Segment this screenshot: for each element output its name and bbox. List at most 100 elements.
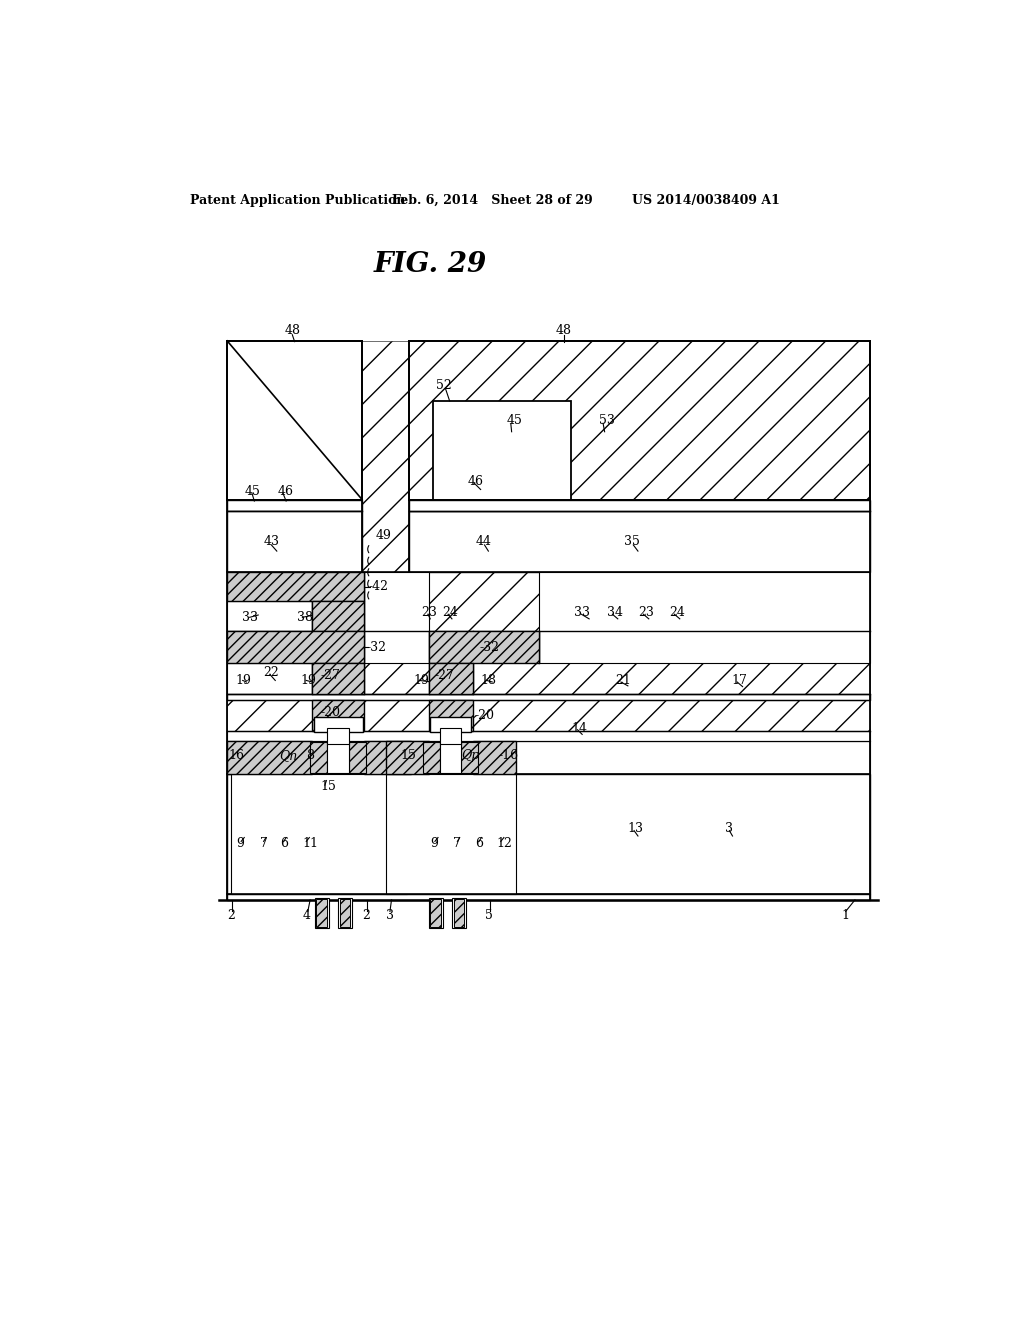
Bar [227, 341, 362, 499]
Bar [365, 572, 429, 663]
Text: 13: 13 [628, 822, 644, 834]
Bar [227, 601, 312, 631]
Bar [409, 499, 870, 511]
Text: 12: 12 [496, 837, 512, 850]
Text: 7: 7 [260, 837, 267, 850]
Text: 14: 14 [571, 722, 588, 735]
Text: 7: 7 [454, 837, 462, 850]
Bar [227, 499, 362, 511]
Text: 33: 33 [573, 606, 590, 619]
Bar [310, 742, 328, 774]
Bar [439, 729, 461, 743]
Bar [439, 742, 461, 774]
Text: 15: 15 [400, 748, 417, 762]
Text: 23: 23 [638, 606, 654, 619]
Bar [312, 601, 365, 631]
Text: -32: -32 [367, 640, 387, 653]
Text: 34: 34 [607, 606, 623, 619]
Text: 38: 38 [297, 611, 313, 624]
Bar [328, 742, 349, 774]
Bar [227, 663, 312, 693]
Text: 45: 45 [245, 486, 260, 499]
Bar [386, 741, 429, 775]
Text: 45: 45 [506, 413, 522, 426]
Text: 19: 19 [234, 675, 251, 686]
Bar [430, 717, 471, 733]
Text: Feb. 6, 2014   Sheet 28 of 29: Feb. 6, 2014 Sheet 28 of 29 [391, 194, 592, 207]
Bar [227, 894, 870, 900]
Bar [452, 898, 466, 928]
Text: 46: 46 [467, 475, 483, 488]
Bar [409, 341, 870, 499]
Text: 43: 43 [263, 536, 280, 548]
Text: -32: -32 [479, 640, 499, 653]
Text: 2: 2 [227, 908, 236, 921]
Bar [227, 730, 870, 741]
Text: 16: 16 [228, 748, 245, 762]
Bar [386, 775, 515, 894]
Text: 11: 11 [302, 837, 318, 850]
Bar [429, 898, 442, 928]
Text: FIG. 29: FIG. 29 [374, 251, 486, 279]
Text: 15: 15 [321, 780, 336, 793]
Bar [429, 700, 473, 730]
Text: 21: 21 [614, 675, 631, 686]
Text: 24: 24 [442, 606, 458, 619]
Text: 3: 3 [725, 822, 733, 834]
Text: 9: 9 [430, 837, 438, 850]
Bar [227, 631, 365, 663]
Text: 1: 1 [841, 908, 849, 921]
Text: 2: 2 [362, 908, 370, 921]
Text: 6: 6 [280, 837, 288, 850]
Text: -42: -42 [369, 579, 388, 593]
Bar [314, 898, 329, 928]
Text: 6: 6 [475, 837, 483, 850]
Bar [349, 742, 366, 774]
Text: 19: 19 [300, 675, 316, 686]
Text: -27: -27 [321, 669, 340, 682]
Bar [473, 741, 515, 775]
Bar [539, 572, 870, 663]
Bar [454, 899, 464, 927]
Text: Qn: Qn [280, 748, 297, 762]
Text: -16: -16 [499, 748, 518, 762]
Text: 4: 4 [302, 908, 310, 921]
Text: 49: 49 [376, 529, 392, 543]
Text: 22: 22 [263, 667, 280, 680]
Text: 3: 3 [386, 908, 394, 921]
Text: 48: 48 [556, 325, 571, 338]
Text: 44: 44 [475, 536, 492, 548]
Text: 24: 24 [669, 606, 685, 619]
Bar [430, 899, 441, 927]
Bar [227, 511, 362, 572]
Bar [429, 631, 539, 663]
Text: 33: 33 [242, 611, 258, 624]
Bar [461, 742, 478, 774]
Bar [340, 899, 350, 927]
Bar [227, 741, 870, 775]
Bar [429, 663, 473, 693]
Bar [338, 898, 352, 928]
Text: 18: 18 [480, 675, 497, 686]
Text: 52: 52 [436, 379, 453, 392]
Bar [227, 693, 870, 700]
Text: Patent Application Publication: Patent Application Publication [190, 194, 406, 207]
Text: 9: 9 [237, 837, 245, 850]
Text: 8: 8 [306, 748, 314, 762]
Bar [409, 511, 870, 572]
Bar [227, 775, 870, 894]
Bar [231, 775, 407, 894]
Text: 19: 19 [414, 675, 429, 686]
Bar [365, 741, 411, 775]
Bar [316, 899, 328, 927]
Text: 5: 5 [484, 908, 493, 921]
Text: US 2014/0038409 A1: US 2014/0038409 A1 [632, 194, 779, 207]
Bar [432, 401, 571, 499]
Text: 17: 17 [731, 675, 746, 686]
Text: 35: 35 [624, 536, 640, 548]
Bar [423, 742, 439, 774]
Bar [312, 700, 365, 730]
Text: -27: -27 [434, 669, 454, 682]
Bar [328, 729, 349, 743]
Text: -20: -20 [321, 706, 340, 719]
